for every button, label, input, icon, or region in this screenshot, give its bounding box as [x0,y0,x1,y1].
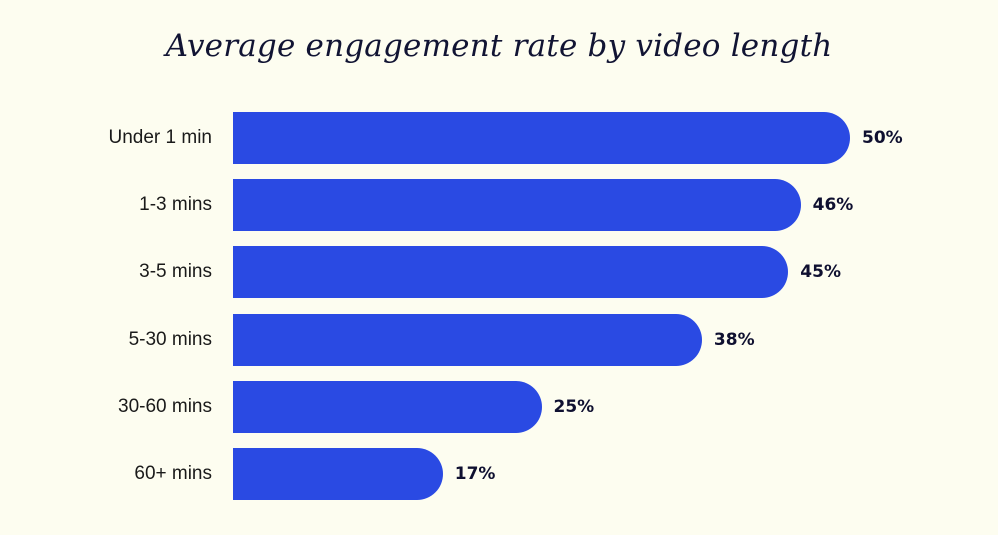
category-label: 30-60 mins [118,395,212,417]
value-label: 17% [454,464,496,484]
bar [233,112,850,164]
value-label: 25% [553,396,595,417]
category-label: 5-30 mins [128,328,212,350]
category-label: 1-3 mins [139,194,212,216]
chart-title: Average engagement rate by video length [165,28,833,64]
bar [233,448,443,500]
category-label: Under 1 min [108,127,213,148]
bar [233,380,542,433]
bar [233,246,789,299]
category-label: 60+ mins [134,463,212,484]
category-label: 3-5 mins [139,261,212,283]
value-label: 50% [862,128,903,148]
value-label: 38% [713,329,755,350]
value-label: 45% [800,262,841,283]
bar [233,179,801,232]
value-label: 46% [812,195,854,216]
bar [233,313,702,366]
